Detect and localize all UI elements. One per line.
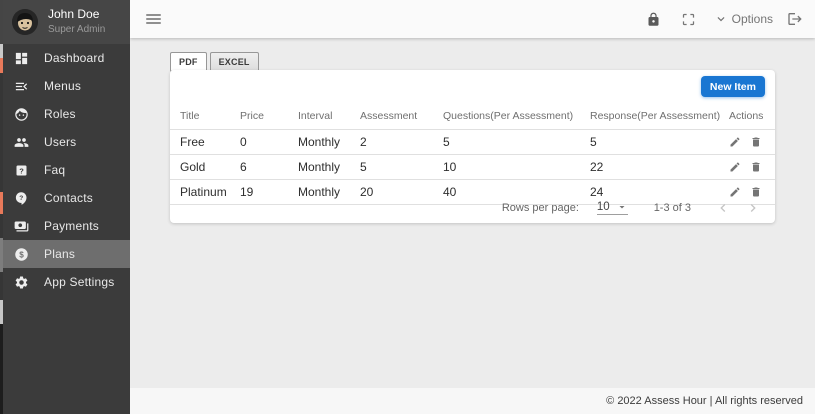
copyright-text: © 2022 Assess Hour | All rights reserved	[606, 395, 803, 407]
plans-table: Title Price Interval Assessment Question…	[170, 102, 775, 205]
sidebar-item-faq[interactable]: ? Faq	[0, 156, 130, 184]
sidebar-item-label: Payments	[44, 219, 99, 233]
sidebar-item-label: Dashboard	[44, 51, 105, 65]
gear-icon	[13, 274, 29, 290]
cell-questions: 5	[443, 129, 590, 155]
sidebar-item-label: Plans	[44, 247, 76, 261]
rows-per-page-select[interactable]: 10	[596, 201, 628, 215]
sidebar-item-contacts[interactable]: ? Contacts	[0, 184, 130, 212]
col-assessment: Assessment	[360, 102, 443, 130]
sidebar-edge-strip	[0, 0, 3, 414]
sidebar-item-label: Faq	[44, 163, 66, 177]
rows-per-page-label: Rows per page:	[501, 202, 579, 214]
table-row: Free 0 Monthly 2 5 5	[170, 129, 775, 155]
export-excel-button[interactable]: EXCEL	[209, 52, 259, 72]
sidebar-item-label: Roles	[44, 107, 76, 121]
svg-text:?: ?	[19, 195, 23, 202]
user-name: John Doe	[48, 7, 100, 22]
edit-icon[interactable]	[729, 136, 741, 148]
export-pdf-button[interactable]: PDF	[170, 52, 207, 72]
user-role: Super Admin	[48, 24, 106, 36]
plans-card: New Item Title Price Interval Assessment…	[170, 70, 775, 223]
sidebar-item-label: Users	[44, 135, 77, 149]
delete-icon[interactable]	[750, 186, 762, 198]
sidebar-item-dashboard[interactable]: Dashboard	[0, 44, 130, 72]
table-row: Gold 6 Monthly 5 10 22	[170, 154, 775, 180]
contact-support-icon: ?	[13, 190, 29, 206]
sidebar: John Doe Super Admin Dashboard Menus Rol…	[0, 0, 130, 414]
sidebar-item-label: Contacts	[44, 191, 93, 205]
cell-assessment: 20	[360, 179, 443, 205]
cell-title: Platinum	[170, 179, 240, 205]
sidebar-item-app-settings[interactable]: App Settings	[0, 268, 130, 296]
sidebar-item-users[interactable]: Users	[0, 128, 130, 156]
delete-icon[interactable]	[750, 136, 762, 148]
logout-icon[interactable]	[787, 11, 803, 27]
col-title: Title	[170, 102, 240, 130]
menu-open-icon	[13, 78, 29, 94]
cell-price: 0	[240, 129, 298, 155]
pagination: Rows per page: 10 1-3 of 3	[170, 193, 775, 223]
avatar[interactable]	[12, 9, 38, 35]
hamburger-menu-icon[interactable]	[146, 12, 161, 26]
next-page-icon[interactable]	[745, 200, 761, 216]
faq-icon: ?	[13, 162, 29, 178]
people-icon	[13, 134, 29, 150]
col-response: Response(Per Assessment)	[590, 102, 729, 130]
col-interval: Interval	[298, 102, 360, 130]
options-label: Options	[731, 12, 773, 26]
cell-price: 6	[240, 154, 298, 180]
cell-assessment: 5	[360, 154, 443, 180]
sidebar-item-plans[interactable]: $ Plans	[0, 240, 130, 268]
new-item-button[interactable]: New Item	[700, 76, 765, 97]
table-row: Platinum 19 Monthly 20 40 24	[170, 179, 775, 205]
export-buttons: PDF EXCEL	[170, 52, 262, 72]
previous-page-icon[interactable]	[715, 200, 731, 216]
cell-title: Free	[170, 129, 240, 155]
cell-response: 22	[590, 154, 729, 180]
footer: © 2022 Assess Hour | All rights reserved	[130, 388, 815, 414]
cell-assessment: 2	[360, 129, 443, 155]
sidebar-item-payments[interactable]: Payments	[0, 212, 130, 240]
pagination-range: 1-3 of 3	[653, 202, 691, 214]
cell-price: 19	[240, 179, 298, 205]
select-arrow-icon	[619, 206, 625, 209]
payments-icon	[13, 218, 29, 234]
sidebar-item-roles[interactable]: Roles	[0, 100, 130, 128]
svg-text:?: ?	[19, 166, 24, 175]
main-content: PDF EXCEL New Item Title Price Interval …	[130, 38, 815, 414]
svg-text:$: $	[19, 250, 24, 259]
table-header-row: Title Price Interval Assessment Question…	[170, 102, 775, 130]
plans-icon: $	[13, 246, 29, 262]
sidebar-item-label: App Settings	[44, 275, 115, 289]
dashboard-icon	[13, 50, 29, 66]
options-dropdown[interactable]: Options	[714, 12, 773, 26]
rows-per-page-value: 10	[596, 201, 610, 213]
delete-icon[interactable]	[750, 161, 762, 173]
edit-icon[interactable]	[729, 186, 741, 198]
cell-questions: 40	[443, 179, 590, 205]
cell-interval: Monthly	[298, 129, 360, 155]
lock-icon[interactable]	[646, 12, 661, 27]
topbar: Options	[130, 0, 815, 38]
cell-response: 24	[590, 179, 729, 205]
cell-interval: Monthly	[298, 154, 360, 180]
face-icon	[13, 106, 29, 122]
cell-response: 5	[590, 129, 729, 155]
sidebar-menu: Dashboard Menus Roles Users ? Faq	[0, 44, 130, 296]
cell-title: Gold	[170, 154, 240, 180]
chevron-down-icon	[717, 17, 725, 22]
sidebar-item-label: Menus	[44, 79, 82, 93]
sidebar-item-menus[interactable]: Menus	[0, 72, 130, 100]
col-actions: Actions	[729, 102, 775, 130]
edit-icon[interactable]	[729, 161, 741, 173]
fullscreen-icon[interactable]	[681, 12, 696, 27]
col-questions: Questions(Per Assessment)	[443, 102, 590, 130]
sidebar-user-header: John Doe Super Admin	[0, 0, 130, 44]
cell-questions: 10	[443, 154, 590, 180]
cell-interval: Monthly	[298, 179, 360, 205]
col-price: Price	[240, 102, 298, 130]
